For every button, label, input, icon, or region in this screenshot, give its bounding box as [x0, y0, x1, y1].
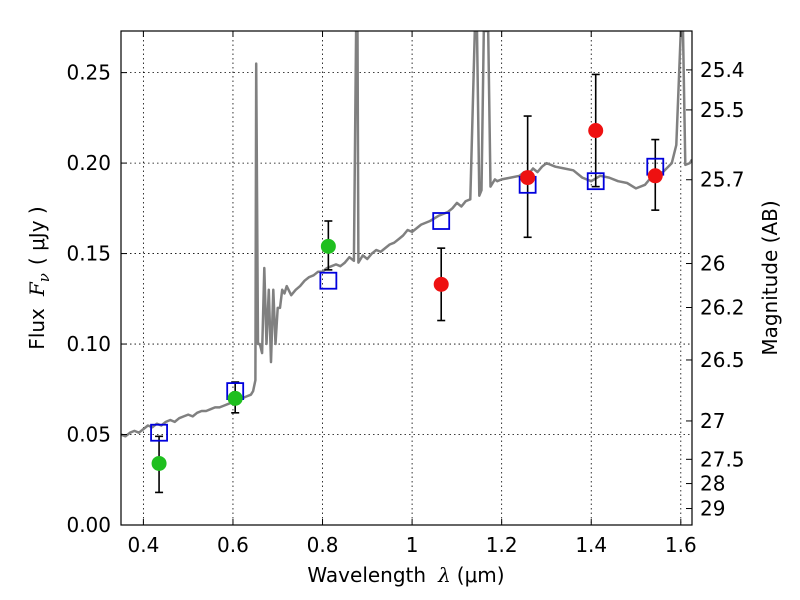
red-data-point [588, 123, 604, 139]
y-tick-label: 0.25 [66, 61, 111, 85]
y-tick-label: 0.20 [66, 151, 111, 175]
x-tick-label: 1.6 [665, 533, 697, 557]
green-data-point [227, 390, 243, 406]
model-photometry-square [150, 423, 168, 442]
y-tick-label: 0.05 [66, 423, 111, 447]
y-axis-label: Flux Fν ( μJy ) [25, 206, 53, 349]
y2-axis-label: Magnitude (AB) [758, 200, 782, 355]
model-photometry-square [432, 212, 451, 230]
model-photometry-square [319, 271, 338, 290]
x-tick-label: 0.8 [307, 533, 339, 557]
x-axis-label-text: Wavelength [307, 563, 426, 587]
y-tick-label: 0.00 [66, 513, 111, 537]
green-data-point [151, 455, 167, 471]
magnitude-tick-label: 29 [700, 497, 725, 521]
magnitude-tick-label: 26.2 [700, 295, 745, 319]
magnitude-tick-label: 25.7 [700, 168, 745, 192]
y-axis-label-unit: ( μJy ) [25, 206, 49, 265]
y-axis-label-symbol: F [25, 281, 49, 297]
x-axis-label: Wavelength λ (μm) [307, 563, 504, 587]
model-photometry-square [586, 172, 605, 191]
green-data-point [320, 238, 336, 254]
x-axis-label-symbol: λ [437, 563, 451, 587]
x-tick-label: 1 [406, 533, 419, 557]
magnitude-tick-label: 28 [700, 472, 725, 496]
red-data-point [520, 170, 536, 186]
magnitude-tick-label: 25.5 [700, 98, 745, 122]
magnitude-tick-label: 27 [700, 409, 725, 433]
data-markers-group [150, 123, 665, 471]
y-axis-label-subscript: ν [35, 273, 53, 282]
plot-frame [120, 30, 693, 526]
x-tick-label: 1.2 [486, 533, 518, 557]
model-spectrum-group [121, 31, 692, 438]
y-tick-label: 0.15 [66, 242, 111, 266]
magnitude-tick-label: 26.5 [700, 348, 745, 372]
x-axis-label-unit: (μm) [457, 563, 505, 587]
y-axis-left: 0.00 0.05 0.10 0.15 0.20 0.25 [66, 61, 127, 537]
magnitude-tick-label: 26 [700, 252, 725, 276]
magnitude-tick-label: 25.4 [700, 58, 745, 82]
red-data-point [433, 276, 449, 292]
x-tick-label: 0.6 [217, 533, 249, 557]
red-data-point [647, 168, 663, 184]
y-tick-label: 0.10 [66, 332, 111, 356]
x-tick-label: 1.4 [575, 533, 607, 557]
x-axis: 0.4 0.6 0.8 1 1.2 1.4 1.6 [127, 31, 697, 557]
x-tick-label: 0.4 [127, 533, 159, 557]
y-axis-label-text: Flux [25, 308, 49, 350]
magnitude-tick-label: 27.5 [700, 447, 745, 471]
plot-background [121, 31, 692, 525]
model-spectrum-line [121, 31, 692, 438]
